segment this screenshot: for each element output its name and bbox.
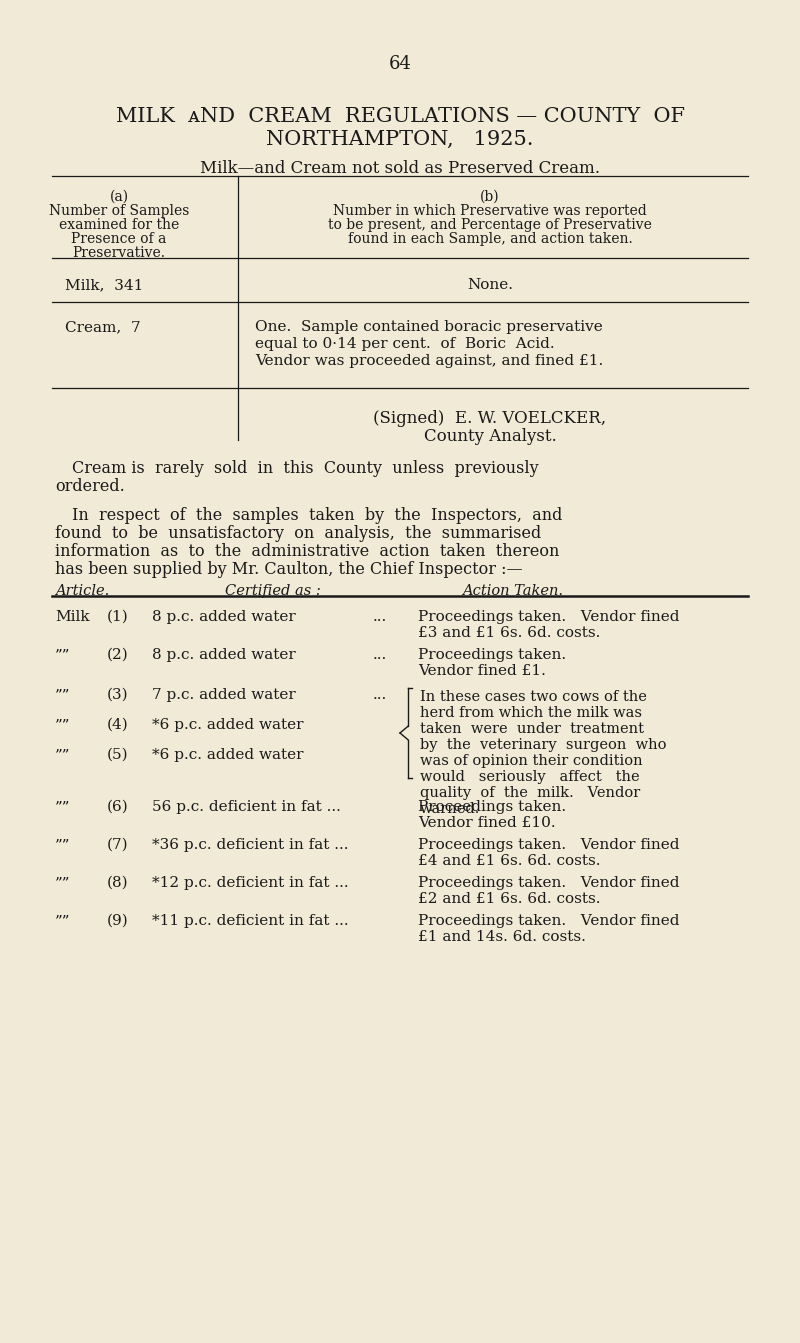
Text: ...: ... bbox=[373, 688, 387, 702]
Text: ordered.: ordered. bbox=[55, 478, 125, 496]
Text: ””: ”” bbox=[55, 800, 70, 814]
Text: taken  were  under  treatment: taken were under treatment bbox=[420, 723, 644, 736]
Text: Number of Samples: Number of Samples bbox=[49, 204, 189, 218]
Text: Proceedings taken.   Vendor fined: Proceedings taken. Vendor fined bbox=[418, 610, 679, 624]
Text: One.  Sample contained boracic preservative: One. Sample contained boracic preservati… bbox=[255, 320, 602, 334]
Text: ””: ”” bbox=[55, 876, 70, 890]
Text: *12 p.c. deficient in fat ...: *12 p.c. deficient in fat ... bbox=[152, 876, 349, 890]
Text: *6 p.c. added water: *6 p.c. added water bbox=[152, 748, 303, 761]
Text: County Analyst.: County Analyst. bbox=[424, 428, 556, 445]
Text: In  respect  of  the  samples  taken  by  the  Inspectors,  and: In respect of the samples taken by the I… bbox=[72, 508, 562, 524]
Text: (4): (4) bbox=[107, 719, 129, 732]
Text: 56 p.c. deficient in fat ...: 56 p.c. deficient in fat ... bbox=[152, 800, 341, 814]
Text: Proceedings taken.: Proceedings taken. bbox=[418, 649, 566, 662]
Text: ””: ”” bbox=[55, 688, 70, 702]
Text: (1): (1) bbox=[107, 610, 129, 624]
Text: Vendor fined £1.: Vendor fined £1. bbox=[418, 663, 546, 678]
Text: ””: ”” bbox=[55, 748, 70, 761]
Text: was of opinion their condition: was of opinion their condition bbox=[420, 753, 642, 768]
Text: information  as  to  the  administrative  action  taken  thereon: information as to the administrative act… bbox=[55, 543, 559, 560]
Text: 8 p.c. added water: 8 p.c. added water bbox=[152, 649, 296, 662]
Text: (Signed)  E. W. VOELCKER,: (Signed) E. W. VOELCKER, bbox=[374, 410, 606, 427]
Text: ””: ”” bbox=[55, 719, 70, 732]
Text: *6 p.c. added water: *6 p.c. added water bbox=[152, 719, 303, 732]
Text: herd from which the milk was: herd from which the milk was bbox=[420, 706, 642, 720]
Text: In these cases two cows of the: In these cases two cows of the bbox=[420, 690, 647, 704]
Text: Cream is  rarely  sold  in  this  County  unless  previously: Cream is rarely sold in this County unle… bbox=[72, 461, 538, 477]
Text: Action Taken.: Action Taken. bbox=[462, 584, 563, 598]
Text: quality  of  the  milk.   Vendor: quality of the milk. Vendor bbox=[420, 786, 640, 800]
Text: (6): (6) bbox=[107, 800, 129, 814]
Text: Proceedings taken.: Proceedings taken. bbox=[418, 800, 566, 814]
Text: Proceedings taken.   Vendor fined: Proceedings taken. Vendor fined bbox=[418, 838, 679, 851]
Text: would   seriously   affect   the: would seriously affect the bbox=[420, 770, 640, 784]
Text: by  the  veterinary  surgeon  who: by the veterinary surgeon who bbox=[420, 739, 666, 752]
Text: Proceedings taken.   Vendor fined: Proceedings taken. Vendor fined bbox=[418, 876, 679, 890]
Text: ...: ... bbox=[373, 610, 387, 624]
Text: (b): (b) bbox=[480, 189, 500, 204]
Text: Preservative.: Preservative. bbox=[73, 246, 166, 261]
Text: Vendor fined £10.: Vendor fined £10. bbox=[418, 817, 556, 830]
Text: (7): (7) bbox=[107, 838, 129, 851]
Text: £1 and 14s. 6d. costs.: £1 and 14s. 6d. costs. bbox=[418, 929, 586, 944]
Text: Milk,  341: Milk, 341 bbox=[65, 278, 143, 291]
Text: found  to  be  unsatisfactory  on  analysis,  the  summarised: found to be unsatisfactory on analysis, … bbox=[55, 525, 542, 543]
Text: Certified as :: Certified as : bbox=[225, 584, 321, 598]
Text: £4 and £1 6s. 6d. costs.: £4 and £1 6s. 6d. costs. bbox=[418, 854, 601, 868]
Text: to be present, and Percentage of Preservative: to be present, and Percentage of Preserv… bbox=[328, 218, 652, 232]
Text: Milk: Milk bbox=[55, 610, 90, 624]
Text: 7 p.c. added water: 7 p.c. added water bbox=[152, 688, 296, 702]
Text: Proceedings taken.   Vendor fined: Proceedings taken. Vendor fined bbox=[418, 915, 679, 928]
Text: (5): (5) bbox=[107, 748, 129, 761]
Text: (a): (a) bbox=[110, 189, 129, 204]
Text: 8 p.c. added water: 8 p.c. added water bbox=[152, 610, 296, 624]
Text: Article.: Article. bbox=[55, 584, 110, 598]
Text: found in each Sample, and action taken.: found in each Sample, and action taken. bbox=[348, 232, 632, 246]
Text: Number in which Preservative was reported: Number in which Preservative was reporte… bbox=[333, 204, 647, 218]
Text: examined for the: examined for the bbox=[59, 218, 179, 232]
Text: warned.: warned. bbox=[420, 802, 480, 817]
Text: ...: ... bbox=[373, 649, 387, 662]
Text: Presence of a: Presence of a bbox=[71, 232, 166, 246]
Text: £3 and £1 6s. 6d. costs.: £3 and £1 6s. 6d. costs. bbox=[418, 626, 600, 641]
Text: has been supplied by Mr. Caulton, the Chief Inspector :—: has been supplied by Mr. Caulton, the Ch… bbox=[55, 561, 522, 577]
Text: MILK  ᴀND  CREAM  REGULATIONS — COUNTY  OF: MILK ᴀND CREAM REGULATIONS — COUNTY OF bbox=[115, 107, 685, 126]
Text: 64: 64 bbox=[389, 55, 411, 73]
Text: ””: ”” bbox=[55, 915, 70, 928]
Text: (9): (9) bbox=[107, 915, 129, 928]
Text: NORTHAMPTON,   1925.: NORTHAMPTON, 1925. bbox=[266, 130, 534, 149]
Text: None.: None. bbox=[467, 278, 513, 291]
Text: Milk—and Cream not sold as Preserved Cream.: Milk—and Cream not sold as Preserved Cre… bbox=[200, 160, 600, 177]
Text: (8): (8) bbox=[107, 876, 129, 890]
Text: *36 p.c. deficient in fat ...: *36 p.c. deficient in fat ... bbox=[152, 838, 349, 851]
Text: equal to 0·14 per cent.  of  Boric  Acid.: equal to 0·14 per cent. of Boric Acid. bbox=[255, 337, 554, 351]
Text: ””: ”” bbox=[55, 649, 70, 662]
Text: Vendor was proceeded against, and fined £1.: Vendor was proceeded against, and fined … bbox=[255, 355, 603, 368]
Text: (3): (3) bbox=[107, 688, 129, 702]
Text: (2): (2) bbox=[107, 649, 129, 662]
Text: Cream,  7: Cream, 7 bbox=[65, 320, 141, 334]
Text: *11 p.c. deficient in fat ...: *11 p.c. deficient in fat ... bbox=[152, 915, 349, 928]
Text: ””: ”” bbox=[55, 838, 70, 851]
Text: £2 and £1 6s. 6d. costs.: £2 and £1 6s. 6d. costs. bbox=[418, 892, 601, 907]
